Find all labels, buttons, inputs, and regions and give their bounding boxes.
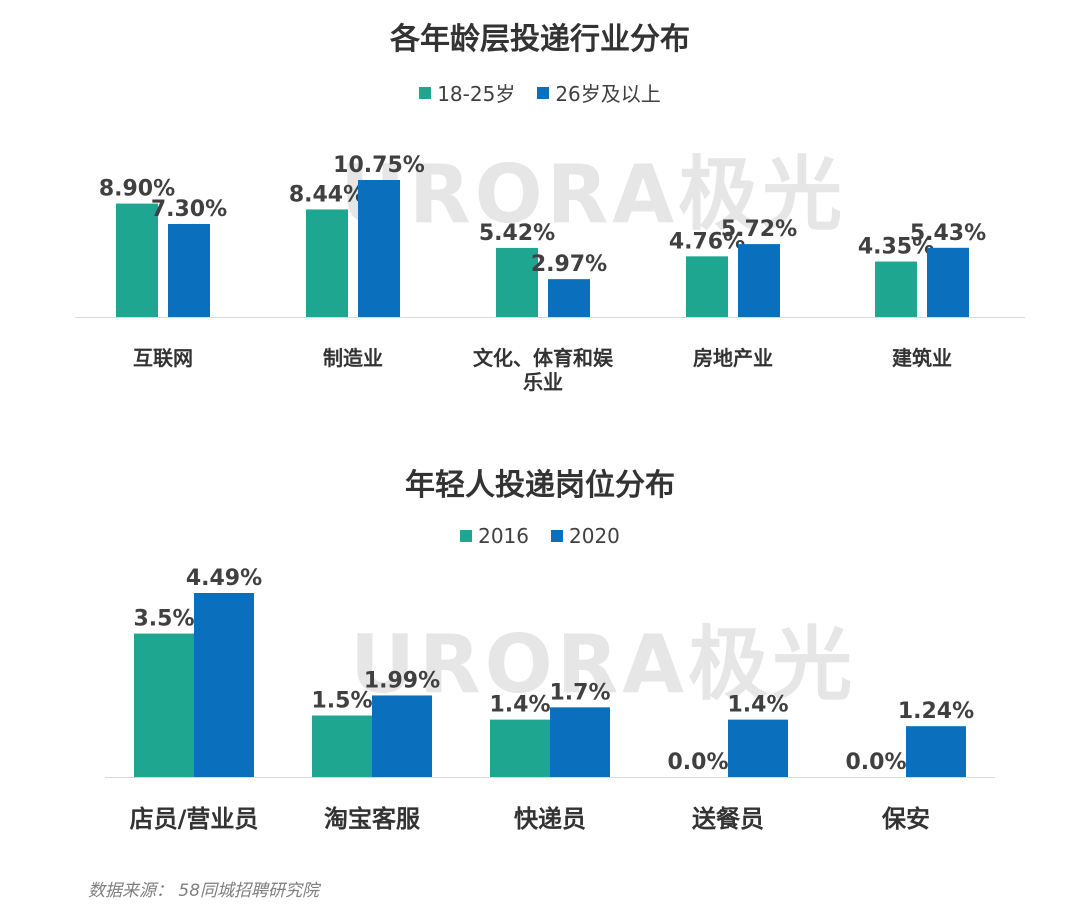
legend-label: 2016 xyxy=(478,524,529,548)
bar xyxy=(306,209,348,317)
category-label: 送餐员 xyxy=(692,805,764,833)
bar xyxy=(168,223,210,317)
bar xyxy=(134,633,194,777)
data-label: 7.30% xyxy=(151,197,227,222)
bar xyxy=(490,719,550,777)
bar-chart-industry: 8.90%7.30% 互联网 8.44% 10.75% 制造业 5.42% 2.97% 文化、… xyxy=(75,153,1025,394)
bar xyxy=(686,256,728,317)
data-label: 1.24% xyxy=(898,699,974,724)
bar xyxy=(548,279,590,317)
data-label: 0.0% xyxy=(845,750,906,775)
chart-title: 各年龄层投递行业分布 xyxy=(390,22,690,57)
bar xyxy=(496,247,538,317)
category-label: 保安 xyxy=(881,805,930,833)
data-label: 5.72% xyxy=(721,217,797,242)
bar xyxy=(312,715,372,777)
bar xyxy=(194,593,254,777)
data-label: 2.97% xyxy=(531,252,607,277)
chart-title: 年轻人投递岗位分布 xyxy=(405,468,675,503)
data-label: 1.99% xyxy=(364,668,440,693)
category-label: 快递员 xyxy=(514,805,586,833)
chart-legend: 18-25岁 26岁及以上 xyxy=(0,78,1080,107)
watermark: URORA极光 xyxy=(350,618,857,711)
data-label: 8.90% xyxy=(99,177,175,202)
data-label: 1.7% xyxy=(549,680,610,705)
watermark: URORA极光 xyxy=(340,148,847,241)
data-label: 4.49% xyxy=(186,566,262,591)
data-label: 4.35% xyxy=(858,235,934,260)
category-label: 房地产业 xyxy=(693,346,773,370)
category-label: 店员/营业员 xyxy=(130,805,259,833)
legend-swatch xyxy=(419,86,432,99)
bar xyxy=(372,695,432,777)
bar xyxy=(116,203,158,317)
data-label: 8.44% xyxy=(289,182,365,207)
bar xyxy=(875,261,917,317)
bar-chart-positions: 3.5%4.49%店员/营业员1.5%1.99%淘宝客服1.4%1.7%快递员0… xyxy=(105,566,995,833)
bar xyxy=(927,247,969,317)
legend-label: 26岁及以上 xyxy=(555,82,661,106)
chart-legend: 2016 2020 xyxy=(0,524,1080,548)
legend-swatch xyxy=(551,530,563,542)
bar xyxy=(550,707,610,777)
data-label: 0.0% xyxy=(667,750,728,775)
category-label: 乐业 xyxy=(523,370,563,394)
data-label: 3.5% xyxy=(133,607,194,632)
category-label: 文化、体育和娱 xyxy=(473,346,614,370)
data-label: 1.5% xyxy=(311,689,372,714)
source-note: 数据来源： 58同城招聘研究院 xyxy=(88,881,320,901)
legend-swatch xyxy=(537,86,550,99)
data-label: 1.4% xyxy=(489,693,550,718)
data-label: 5.42% xyxy=(479,221,555,246)
category-label: 互联网 xyxy=(133,346,193,370)
bar xyxy=(906,726,966,777)
legend-item: 18-25岁 xyxy=(419,78,515,107)
bar xyxy=(738,244,780,317)
category-label: 淘宝客服 xyxy=(324,805,421,833)
category-label: 制造业 xyxy=(323,346,383,370)
legend-item: 2016 xyxy=(460,524,529,548)
bar xyxy=(358,180,400,317)
legend-item: 26岁及以上 xyxy=(537,78,661,107)
data-label: 10.75% xyxy=(333,153,425,178)
category-label: 建筑业 xyxy=(892,346,952,370)
legend-swatch xyxy=(460,530,473,542)
data-label: 1.4% xyxy=(727,693,788,718)
bar xyxy=(728,719,788,777)
legend-label: 2020 xyxy=(569,524,620,548)
legend-label: 18-25岁 xyxy=(437,82,516,106)
legend-item: 2020 xyxy=(551,524,620,548)
data-label: 4.76% xyxy=(669,229,745,254)
data-label: 5.43% xyxy=(910,221,986,246)
